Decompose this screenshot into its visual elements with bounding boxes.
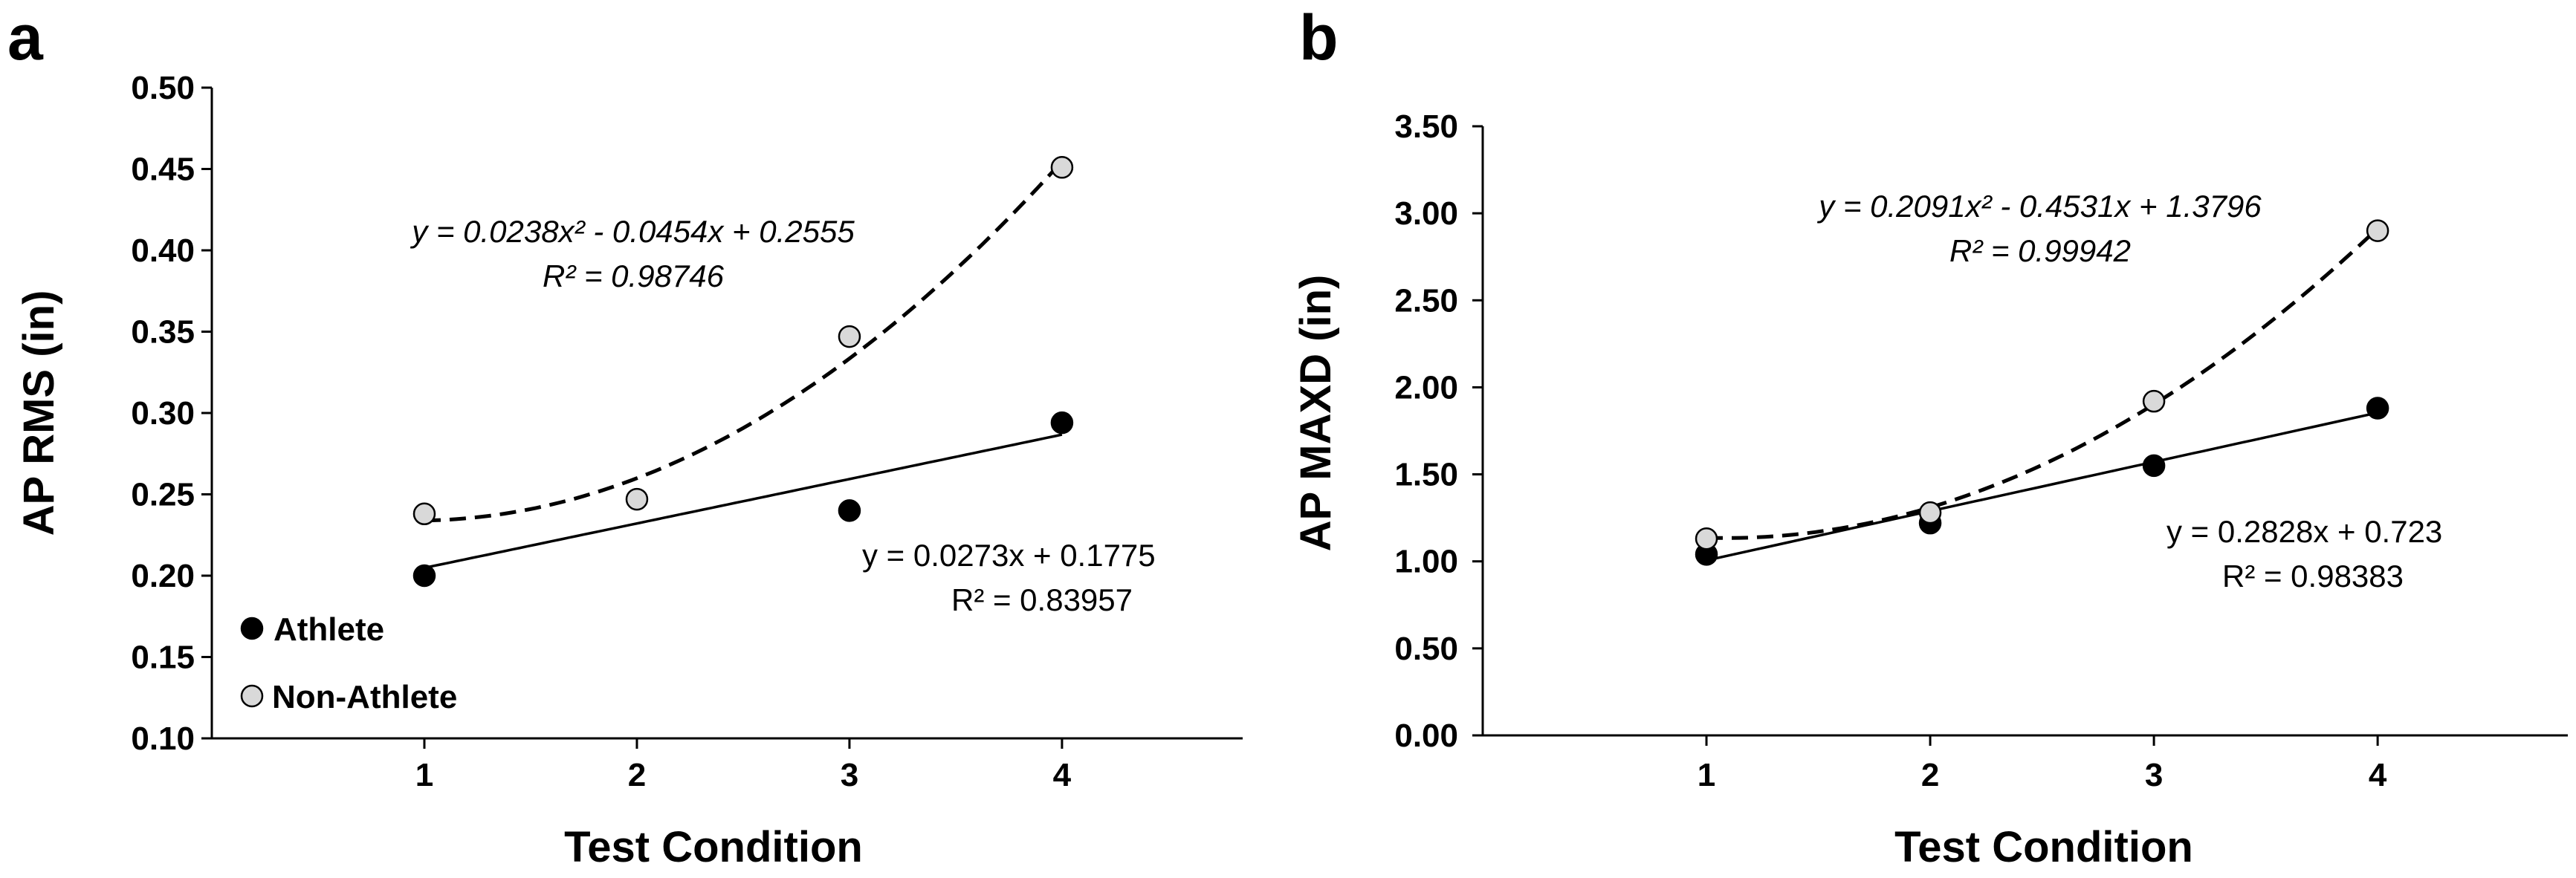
y-axis-title: AP MAXD (in) bbox=[1292, 275, 1340, 552]
x-tick-label: 4 bbox=[1053, 757, 1072, 793]
non-athlete-trend-line bbox=[424, 160, 1064, 523]
legend-athlete-label: Athlete bbox=[274, 611, 384, 648]
non-athlete-trend-line bbox=[1706, 227, 2379, 540]
athlete-equation: y = 0.0273x + 0.1775 bbox=[862, 538, 1156, 573]
panel-label: b bbox=[1299, 2, 1339, 74]
athlete-trend-line bbox=[1706, 411, 2378, 562]
x-tick-label: 2 bbox=[1921, 757, 1939, 793]
athlete-point bbox=[2366, 397, 2389, 420]
x-tick-label: 3 bbox=[841, 757, 858, 793]
y-tick-label: 0.35 bbox=[131, 314, 195, 351]
athlete-trend-line bbox=[424, 433, 1063, 570]
y-tick-label: 2.00 bbox=[1394, 369, 1458, 406]
y-tick-label: 2.50 bbox=[1394, 282, 1458, 319]
y-tick-label: 3.00 bbox=[1394, 195, 1458, 232]
legend-non-athlete-label: Non-Athlete bbox=[272, 679, 457, 715]
athlete-point bbox=[412, 564, 436, 588]
non-athlete-point bbox=[1050, 156, 1074, 179]
non-athlete-equation: y = 0.2091x² - 0.4531x + 1.3796 bbox=[1816, 189, 2262, 224]
y-tick-label: 0.20 bbox=[131, 558, 195, 594]
y-tick-label: 0.50 bbox=[131, 70, 195, 106]
x-axis-title: Test Condition bbox=[1894, 823, 2193, 871]
y-tick-label: 0.45 bbox=[131, 152, 195, 188]
legend-non-athlete-marker bbox=[240, 684, 264, 708]
y-tick-label: 0.50 bbox=[1394, 631, 1458, 667]
y-tick-label: 1.50 bbox=[1394, 457, 1458, 493]
non-athlete-point bbox=[1695, 527, 1718, 550]
y-axis-title: AP RMS (in) bbox=[15, 290, 63, 536]
non-athlete-point bbox=[412, 502, 436, 526]
athlete-r2: R² = 0.98383 bbox=[2222, 559, 2404, 594]
non-athlete-point bbox=[625, 487, 649, 511]
non-athlete-point bbox=[2366, 219, 2389, 242]
y-tick-label: 0.25 bbox=[131, 477, 195, 513]
non-athlete-point bbox=[2142, 389, 2166, 413]
panel-label: a bbox=[7, 2, 44, 74]
y-tick-label: 3.50 bbox=[1394, 108, 1458, 145]
non-athlete-r2: R² = 0.98746 bbox=[543, 258, 725, 293]
x-tick-label: 1 bbox=[1698, 757, 1715, 793]
y-tick-label: 0.30 bbox=[131, 395, 195, 432]
athlete-r2: R² = 0.83957 bbox=[951, 582, 1133, 617]
non-athlete-point bbox=[838, 325, 861, 348]
y-tick-label: 0.40 bbox=[131, 232, 195, 269]
athlete-equation: y = 0.2828x + 0.723 bbox=[2166, 514, 2442, 549]
y-tick-label: 0.10 bbox=[131, 721, 195, 757]
athlete-point bbox=[2142, 454, 2166, 478]
x-tick-label: 2 bbox=[628, 757, 646, 793]
athlete-point bbox=[1050, 411, 1074, 435]
x-axis-title: Test Condition bbox=[564, 823, 863, 871]
legend-athlete-marker bbox=[240, 617, 264, 640]
non-athlete-r2: R² = 0.99942 bbox=[1949, 233, 2131, 268]
non-athlete-equation: y = 0.0238x² - 0.0454x + 0.2555 bbox=[410, 214, 855, 249]
x-tick-label: 1 bbox=[415, 757, 433, 793]
x-tick-label: 3 bbox=[2145, 757, 2163, 793]
y-tick-label: 0.00 bbox=[1394, 718, 1458, 754]
non-athlete-point bbox=[1918, 501, 1942, 524]
y-tick-label: 1.00 bbox=[1394, 544, 1458, 580]
chart-panel-b: b 0.00 0.50 1.00 1.50 2.00 2.50 3.00 3.50 1 2 3 4 Tes… bbox=[1292, 2, 2568, 871]
y-tick-label: 0.15 bbox=[131, 640, 195, 676]
athlete-point bbox=[838, 499, 861, 522]
chart-panel-a: a 0.10 0.15 0.20 0.25 0.30 0.35 0.40 0.45 0.50 1 2 3… bbox=[7, 2, 1243, 871]
x-tick-label: 4 bbox=[2369, 757, 2387, 793]
